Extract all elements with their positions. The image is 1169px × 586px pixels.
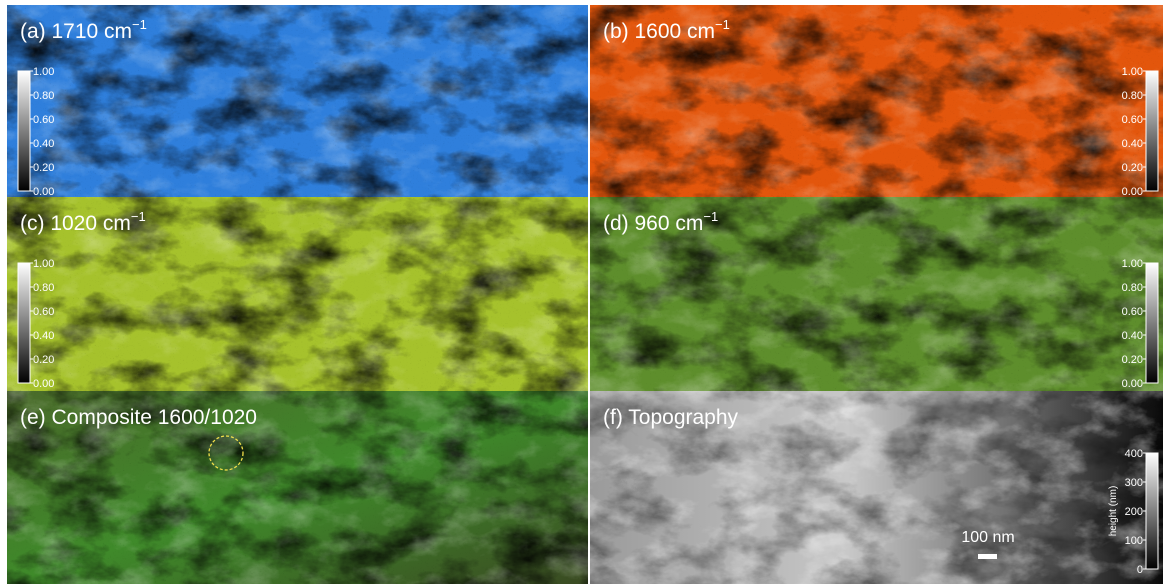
scale-bar: [978, 554, 997, 559]
panel-label: (e) Composite 1600/1020: [20, 406, 257, 429]
colorbar-tick-label: 0.00: [1122, 378, 1143, 390]
colorbar: [1145, 70, 1159, 192]
colorbar: [17, 70, 31, 192]
panel-label: (f) Topography: [603, 406, 739, 429]
highlight-circle: [208, 435, 244, 471]
colorbar-tick-label: 0.00: [33, 186, 54, 198]
colorbar-tick-label: 0.00: [33, 378, 54, 390]
label-text: (a) 1710 cm: [20, 20, 132, 43]
texture-grain: [7, 5, 588, 197]
colorbar-tick-label: 0.80: [1122, 282, 1143, 294]
label-text: (b) 1600 cm: [603, 20, 715, 43]
colorbar-tick-label: 1.00: [33, 66, 54, 78]
label-superscript: −1: [132, 17, 147, 32]
panel: (b) 1600 cm−1 1.00 0.80 0.60 0.40 0.20 0.00: [590, 5, 1163, 198]
colorbar-tick-label: 0.20: [33, 162, 54, 174]
colorbar-tick-label: 0.80: [33, 282, 54, 294]
panel: (f) Topography 400 300 200 100 0 height (nm) 10…: [590, 391, 1163, 584]
colorbar-tick-label: 0.40: [1122, 138, 1143, 150]
colorbar-tick-label: 0.60: [1122, 306, 1143, 318]
colorbar-tick-label: 0.80: [33, 90, 54, 102]
colorbar: [1145, 452, 1159, 570]
scale-bar-label: 100 nm: [961, 529, 1014, 546]
colorbar-tick-label: 200: [1125, 506, 1143, 518]
colorbar-tick-label: 0.60: [1122, 114, 1143, 126]
label-superscript: −1: [131, 209, 146, 224]
colorbar: [1145, 262, 1159, 384]
texture-grain: [590, 197, 1163, 391]
texture-grain: [590, 5, 1163, 197]
panel: (c) 1020 cm−1 1.00 0.80 0.60 0.40 0.20 0.00: [7, 197, 588, 391]
colorbar-tick-label: 0.80: [1122, 90, 1143, 102]
label-text: (f) Topography: [603, 406, 739, 429]
panel: (d) 960 cm−1 1.00 0.80 0.60 0.40 0.20 0.00: [590, 197, 1163, 391]
colorbar: [17, 262, 31, 384]
label-text: (c) 1020 cm: [20, 212, 131, 235]
texture-grain: [7, 391, 588, 584]
texture-grain: [7, 197, 588, 391]
panel-label: (d) 960 cm−1: [603, 209, 718, 235]
label-text: (d) 960 cm: [603, 212, 703, 235]
colorbar-tick-label: 1.00: [1122, 66, 1143, 78]
colorbar-tick-label: 0.20: [1122, 354, 1143, 366]
colorbar-tick-label: 0.20: [33, 354, 54, 366]
panel: (a) 1710 cm−1 1.00 0.80 0.60 0.40 0.20 0.00: [7, 5, 588, 198]
label-text: (e) Composite 1600/1020: [20, 406, 257, 429]
colorbar-tick-label: 300: [1125, 477, 1143, 489]
label-superscript: −1: [715, 17, 730, 32]
colorbar-tick-label: 0.60: [33, 114, 54, 126]
colorbar-tick-label: 1.00: [1122, 258, 1143, 270]
colorbar-tick-label: 1.00: [33, 258, 54, 270]
texture-light: [590, 391, 1163, 584]
colorbar-tick-label: 0.60: [33, 306, 54, 318]
panel: (e) Composite 1600/1020: [7, 391, 588, 584]
colorbar-tick-label: 100: [1125, 535, 1143, 547]
colorbar-title: height (nm): [1108, 486, 1119, 537]
colorbar-tick-label: 0: [1137, 564, 1143, 576]
colorbar-tick-label: 0.20: [1122, 162, 1143, 174]
colorbar-tick-label: 0.40: [1122, 330, 1143, 342]
colorbar-tick-label: 0.00: [1122, 186, 1143, 198]
label-superscript: −1: [703, 209, 718, 224]
panel-label: (b) 1600 cm−1: [603, 17, 730, 43]
colorbar-tick-label: 0.40: [33, 138, 54, 150]
colorbar-tick-label: 0.40: [33, 330, 54, 342]
panel-label: (a) 1710 cm−1: [20, 17, 147, 43]
colorbar-tick-label: 400: [1125, 448, 1143, 460]
panel-label: (c) 1020 cm−1: [20, 209, 146, 235]
